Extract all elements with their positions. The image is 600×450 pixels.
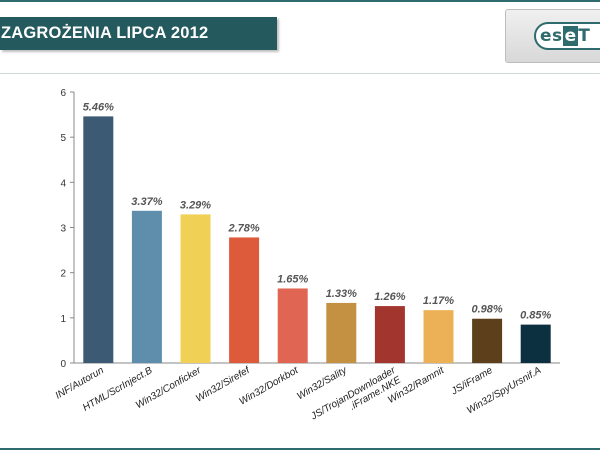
bar [131,210,162,363]
bar [180,214,211,363]
data-label: 3.37% [131,196,162,208]
data-label: 1.26% [374,291,405,303]
y-tick-label: 6 [60,88,66,99]
title-banner: ZAGROŻENIA LIPCA 2012 [0,17,277,50]
eset-logo: es e T [505,9,600,63]
bar [520,324,551,363]
data-label: 1.17% [423,295,454,307]
y-tick-label: 3 [60,224,66,235]
bar [83,116,114,363]
bottom-accent-bar [0,448,600,450]
logo-text-mid: e [562,26,579,46]
y-tick-label: 1 [60,314,66,325]
header-divider [0,73,600,74]
page-title: ZAGROŻENIA LIPCA 2012 [1,24,209,42]
data-label: 3.29% [180,199,211,211]
data-label: 0.85% [520,310,551,322]
bar [374,306,405,363]
eset-logo-mark: es e T [534,22,600,50]
bar [229,237,260,363]
logo-text-left: es [540,26,563,46]
y-tick-label: 0 [60,359,66,370]
y-tick-label: 2 [60,269,66,280]
bar [277,288,308,363]
y-tick-label: 5 [60,133,66,144]
data-label: 5.46% [83,101,114,113]
top-accent-bar [0,0,600,2]
bar [472,318,503,363]
logo-text-right: T [578,26,591,46]
y-tick-label: 4 [60,178,66,189]
data-label: 0.98% [471,304,502,316]
data-label: 1.33% [326,288,357,300]
bar [423,310,454,363]
bar [326,302,357,363]
data-label: 2.78% [227,222,259,234]
data-label: 1.65% [277,273,308,285]
